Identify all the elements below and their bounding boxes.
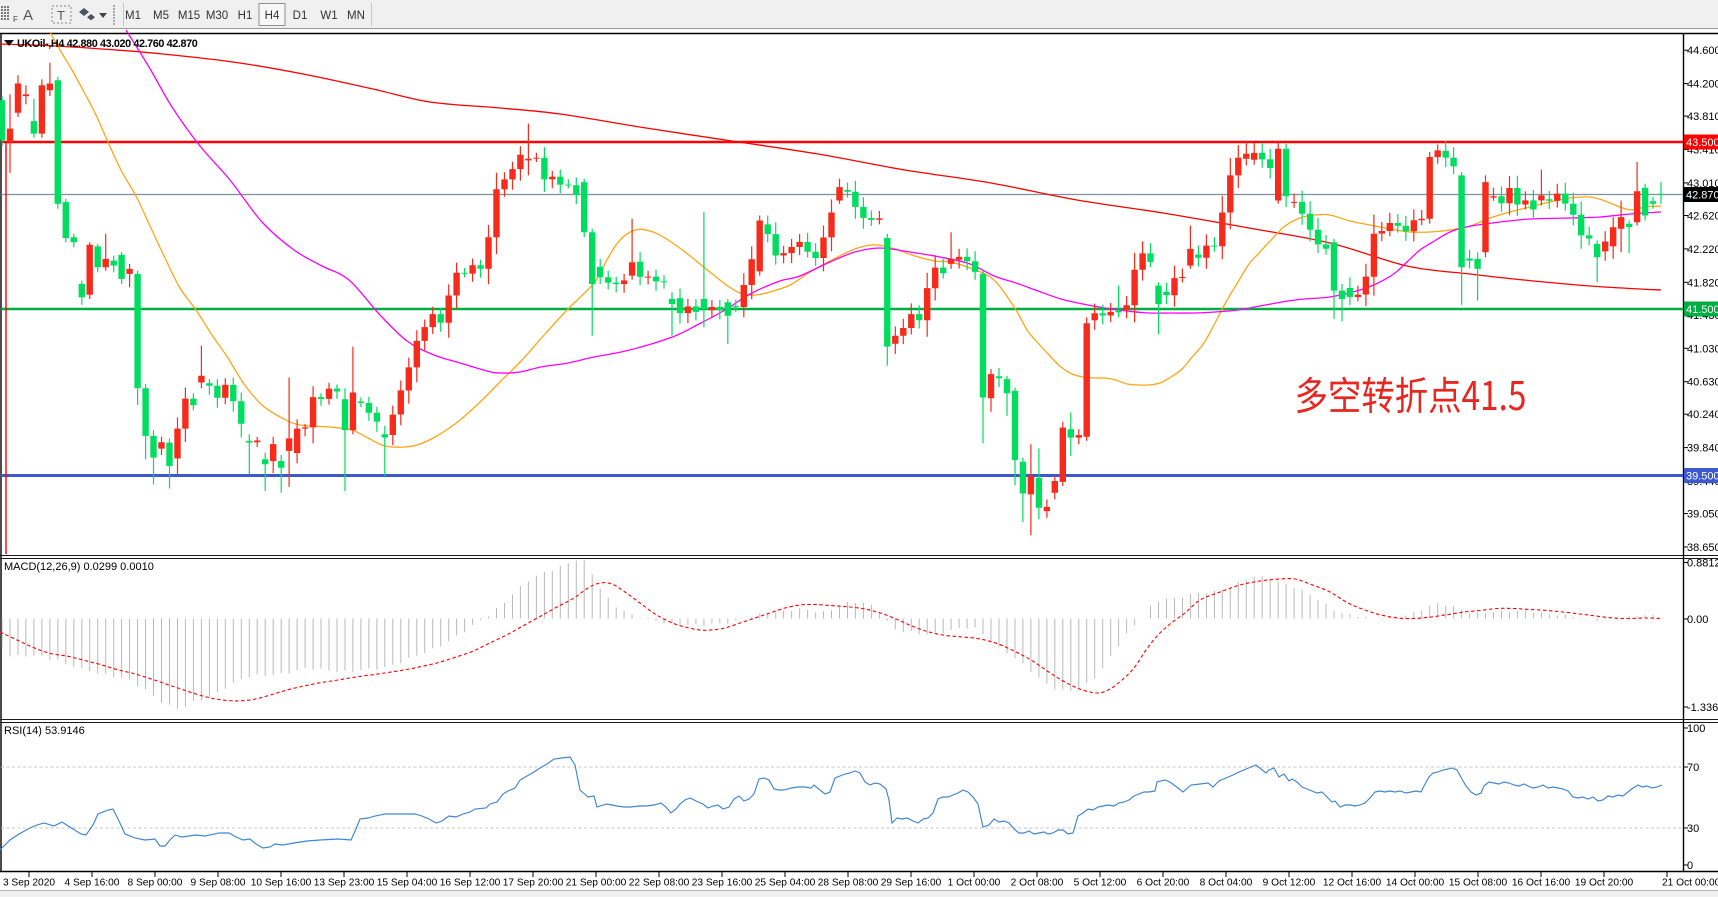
svg-text:6 Oct 20:00: 6 Oct 20:00 <box>1137 878 1190 889</box>
svg-text:42.620: 42.620 <box>1687 211 1718 223</box>
svg-text:4 Sep 16:00: 4 Sep 16:00 <box>65 878 120 889</box>
svg-text:MACD(12,26,9) 0.0299 0.0010: MACD(12,26,9) 0.0299 0.0010 <box>4 561 154 573</box>
svg-text:14 Oct 00:00: 14 Oct 00:00 <box>1386 878 1445 889</box>
svg-text:5 Oct 12:00: 5 Oct 12:00 <box>1074 878 1127 889</box>
svg-text:M5: M5 <box>153 10 169 22</box>
svg-text:M15: M15 <box>178 10 200 22</box>
svg-text:29 Sep 16:00: 29 Sep 16:00 <box>881 878 942 889</box>
svg-text:41.820: 41.820 <box>1687 277 1718 289</box>
svg-text:22 Sep 08:00: 22 Sep 08:00 <box>629 878 690 889</box>
svg-text:44.200: 44.200 <box>1687 79 1718 91</box>
svg-text:13 Sep 23:00: 13 Sep 23:00 <box>314 878 375 889</box>
svg-text:25 Sep 04:00: 25 Sep 04:00 <box>755 878 816 889</box>
svg-text:0.00: 0.00 <box>1687 614 1708 626</box>
svg-text:D1: D1 <box>293 10 308 22</box>
svg-text:15 Sep 04:00: 15 Sep 04:00 <box>377 878 438 889</box>
svg-text:44.600: 44.600 <box>1687 45 1718 57</box>
svg-text:43.010: 43.010 <box>1687 178 1718 190</box>
svg-text:28 Sep 08:00: 28 Sep 08:00 <box>818 878 879 889</box>
svg-text:F: F <box>13 15 18 24</box>
svg-text:8 Oct 04:00: 8 Oct 04:00 <box>1200 878 1253 889</box>
svg-text:43.810: 43.810 <box>1687 111 1718 123</box>
svg-text:8 Sep 00:00: 8 Sep 00:00 <box>128 878 183 889</box>
svg-text:39.500: 39.500 <box>1686 471 1718 483</box>
svg-text:12 Oct 16:00: 12 Oct 16:00 <box>1323 878 1382 889</box>
svg-text:41.030: 41.030 <box>1687 343 1718 355</box>
svg-text:0: 0 <box>1687 860 1693 872</box>
svg-text:MN: MN <box>347 10 365 22</box>
svg-text:39.050: 39.050 <box>1687 509 1718 521</box>
svg-text:9 Oct 12:00: 9 Oct 12:00 <box>1263 878 1316 889</box>
svg-text:9 Sep 08:00: 9 Sep 08:00 <box>191 878 246 889</box>
svg-text:19 Oct 20:00: 19 Oct 20:00 <box>1575 878 1634 889</box>
svg-text:H1: H1 <box>238 10 253 22</box>
svg-text:UKOil-,H4 42.880 43.020 42.76: UKOil-,H4 42.880 43.020 42.760 42.870 <box>17 38 198 50</box>
svg-text:40.630: 40.630 <box>1687 377 1718 389</box>
svg-text:T: T <box>57 8 65 23</box>
svg-text:40.240: 40.240 <box>1687 409 1718 421</box>
svg-text:17 Sep 20:00: 17 Sep 20:00 <box>503 878 564 889</box>
svg-text:1 Oct 00:00: 1 Oct 00:00 <box>948 878 1001 889</box>
svg-text:M30: M30 <box>206 10 228 22</box>
svg-text:16 Sep 12:00: 16 Sep 12:00 <box>440 878 501 889</box>
svg-text:M1: M1 <box>125 10 141 22</box>
svg-text:W1: W1 <box>320 10 337 22</box>
svg-text:0.8812: 0.8812 <box>1687 558 1718 570</box>
svg-text:RSI(14) 53.9146: RSI(14) 53.9146 <box>4 725 85 737</box>
svg-text:15 Oct 08:00: 15 Oct 08:00 <box>1449 878 1508 889</box>
svg-text:3 Sep 2020: 3 Sep 2020 <box>3 878 55 889</box>
svg-text:30: 30 <box>1687 823 1699 835</box>
svg-text:16 Oct 16:00: 16 Oct 16:00 <box>1512 878 1571 889</box>
svg-text:21 Oct 00:00: 21 Oct 00:00 <box>1662 878 1718 889</box>
svg-text:38.650: 38.650 <box>1687 542 1718 554</box>
svg-text:100: 100 <box>1687 723 1705 735</box>
svg-text:70: 70 <box>1687 762 1699 774</box>
svg-text:23 Sep 16:00: 23 Sep 16:00 <box>692 878 753 889</box>
svg-text:41.500: 41.500 <box>1686 304 1718 316</box>
svg-text:42.220: 42.220 <box>1687 244 1718 256</box>
svg-text:43.500: 43.500 <box>1686 137 1718 149</box>
svg-text:-1.3368: -1.3368 <box>1687 702 1718 714</box>
svg-text:10 Sep 16:00: 10 Sep 16:00 <box>251 878 312 889</box>
svg-text:42.870: 42.870 <box>1686 190 1718 202</box>
svg-text:2 Oct 08:00: 2 Oct 08:00 <box>1011 878 1064 889</box>
svg-text:H4: H4 <box>265 10 280 22</box>
svg-text:39.840: 39.840 <box>1687 443 1718 455</box>
svg-text:21 Sep 00:00: 21 Sep 00:00 <box>566 878 627 889</box>
svg-text:A: A <box>23 7 33 24</box>
